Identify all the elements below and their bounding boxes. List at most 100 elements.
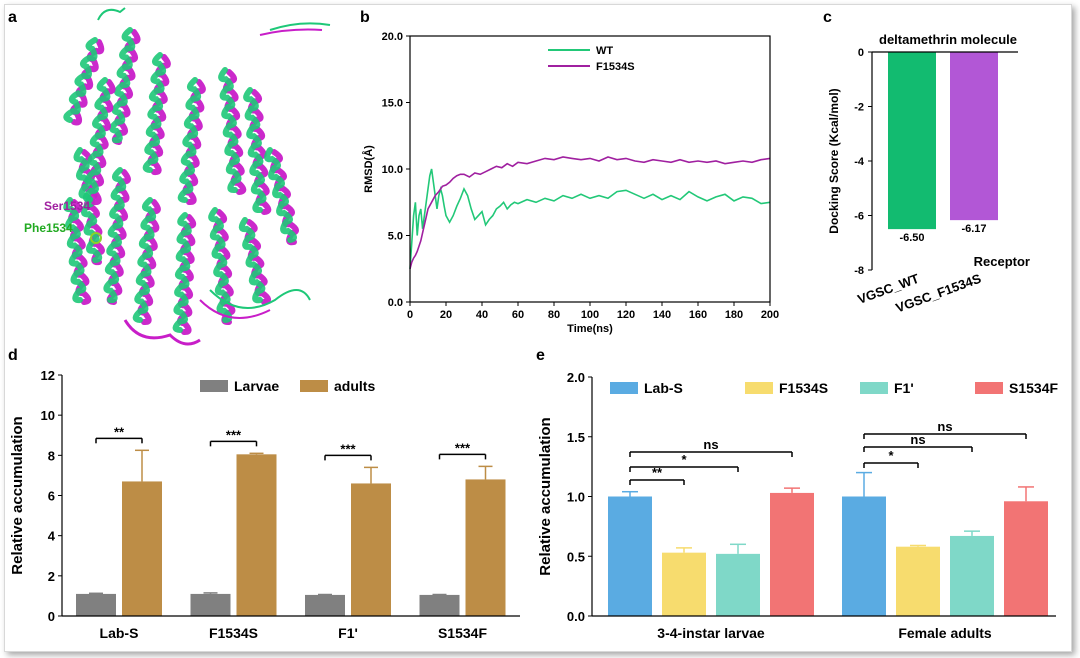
- significance-label: *: [888, 448, 894, 463]
- y-tick-label: -4: [854, 156, 865, 168]
- bar-larvae: [419, 594, 460, 616]
- significance-label: **: [114, 424, 125, 439]
- y-axis-label: Relative accumulation: [537, 417, 554, 575]
- legend-swatch: [300, 380, 328, 392]
- bar-larvae: [76, 593, 116, 616]
- bar-adults: [236, 454, 277, 616]
- bar-f1534s: [662, 552, 706, 616]
- significance-label: ***: [226, 427, 242, 442]
- y-tick-label: 5.0: [388, 231, 403, 243]
- bar-vgsc-wt: [888, 52, 936, 230]
- x-tick-label: 180: [725, 309, 743, 321]
- loop-mutant: [123, 319, 201, 346]
- chart-title: deltamethrin molecule: [879, 32, 1017, 47]
- x-tick-label: Lab-S: [100, 625, 139, 641]
- bar-lab-s: [608, 496, 652, 616]
- y-tick-label: 10: [41, 408, 55, 423]
- y-tick-label: 10.0: [382, 164, 403, 176]
- significance-label: *: [681, 452, 687, 467]
- label-ser1534: Ser1534: [44, 199, 90, 213]
- helix-mutant: [88, 79, 116, 206]
- bar-f1534s: [896, 546, 940, 616]
- bar-adults: [465, 479, 506, 616]
- helix-wildtype: [132, 197, 157, 323]
- accumulation-bar-chart-e: 3-4-instar larvae Female adults***ns*nsns…: [537, 370, 1058, 641]
- y-tick-label: 8: [48, 448, 55, 463]
- loop-wildtype: [269, 22, 331, 31]
- loop-wildtype: [97, 7, 126, 21]
- legend-label: Larvae: [234, 378, 279, 394]
- x-tick-label: 140: [653, 309, 671, 321]
- helix-wildtype: [218, 67, 242, 194]
- significance-label: ns: [703, 437, 718, 452]
- helix-wildtype: [82, 77, 111, 203]
- plot-frame: [409, 35, 771, 303]
- y-tick-label: 0: [48, 609, 55, 624]
- significance-label: ns: [937, 419, 952, 434]
- significance-label: ***: [340, 441, 356, 456]
- x-tick-label: 160: [689, 309, 707, 321]
- legend-label: Lab-S: [644, 380, 683, 396]
- bar-adults: [122, 481, 162, 616]
- y-tick-label: 6: [48, 489, 55, 504]
- y-tick-label: 2: [48, 569, 55, 584]
- x-tick-label: 3-4-instar larvae: [657, 625, 765, 641]
- x-tick-label: 20: [440, 309, 452, 321]
- legend-swatch: [745, 382, 773, 394]
- loop-wildtype: [209, 289, 311, 309]
- helix-mutant: [137, 199, 161, 326]
- rmsd-line-chart: 0 20 40 60 80 100 120 140 160 180 200 0.0 5.0 10.0 15.…: [362, 31, 779, 335]
- x-tick-label: 120: [617, 309, 635, 321]
- helix-wildtype: [103, 167, 127, 304]
- legend-swatch: [975, 382, 1003, 394]
- y-tick-label: 12: [41, 368, 55, 383]
- x-tick-label: 40: [476, 309, 488, 321]
- y-tick-label: -6: [854, 211, 864, 223]
- bar-s1534f: [770, 492, 814, 616]
- bar-value-label: -6.50: [899, 232, 924, 244]
- protein-structure-image: [63, 7, 331, 346]
- helix-wildtype: [177, 77, 202, 203]
- legend-label: S1534F: [1009, 380, 1058, 396]
- series-line-wt: [409, 168, 771, 269]
- y-tick-label: 20.0: [382, 31, 403, 43]
- helix-wildtype: [63, 197, 87, 304]
- y-axis-label: Docking Score (Kcal/mol): [827, 88, 841, 233]
- loop-mutant: [199, 299, 271, 319]
- y-tick-label: 1.0: [567, 490, 585, 505]
- legend-label: WT: [596, 45, 613, 57]
- legend-label: F1534S: [779, 380, 828, 396]
- x-tick-label: 80: [548, 309, 560, 321]
- x-tick-label: F1': [338, 625, 358, 641]
- significance-label: ***: [455, 440, 471, 455]
- helix-mutant: [182, 79, 206, 206]
- panel-label-a: a: [8, 9, 17, 26]
- bar-s1534f: [1004, 501, 1048, 616]
- loop-mutant: [259, 28, 323, 36]
- x-axis-label: Time(ns): [567, 323, 613, 335]
- bar-larvae: [305, 594, 345, 616]
- helix-wildtype: [109, 27, 136, 144]
- x-tick-label: S1534F: [438, 625, 487, 641]
- x-tick-label: Female adults: [898, 625, 992, 641]
- helix-wildtype: [172, 212, 192, 333]
- helix-wildtype: [243, 87, 267, 214]
- bar-vgsc-f1534s: [950, 52, 998, 221]
- bar-f1prime: [716, 553, 760, 616]
- accumulation-bar-chart-d: ** Lab-S *** F1534S *** F1' *** S1534F 0 2 4 6 8 10 12…: [9, 368, 520, 641]
- y-tick-label: 0: [858, 47, 864, 59]
- x-tick-label: 200: [761, 309, 779, 321]
- legend-swatch: [610, 382, 638, 394]
- bar-value-label: -6.17: [961, 223, 986, 235]
- x-tick-label: F1534S: [209, 625, 258, 641]
- helix-mutant: [147, 54, 171, 176]
- y-tick-label: 0.5: [567, 549, 585, 564]
- helix-wildtype: [63, 37, 98, 123]
- x-tick-label: 0: [407, 309, 413, 321]
- legend-swatch: [860, 382, 888, 394]
- panel-label-d: d: [8, 347, 18, 364]
- bar-larvae: [190, 593, 231, 616]
- y-tick-label: 1.5: [567, 430, 585, 445]
- panel-label-e: e: [536, 347, 545, 364]
- helix-wildtype: [142, 52, 167, 173]
